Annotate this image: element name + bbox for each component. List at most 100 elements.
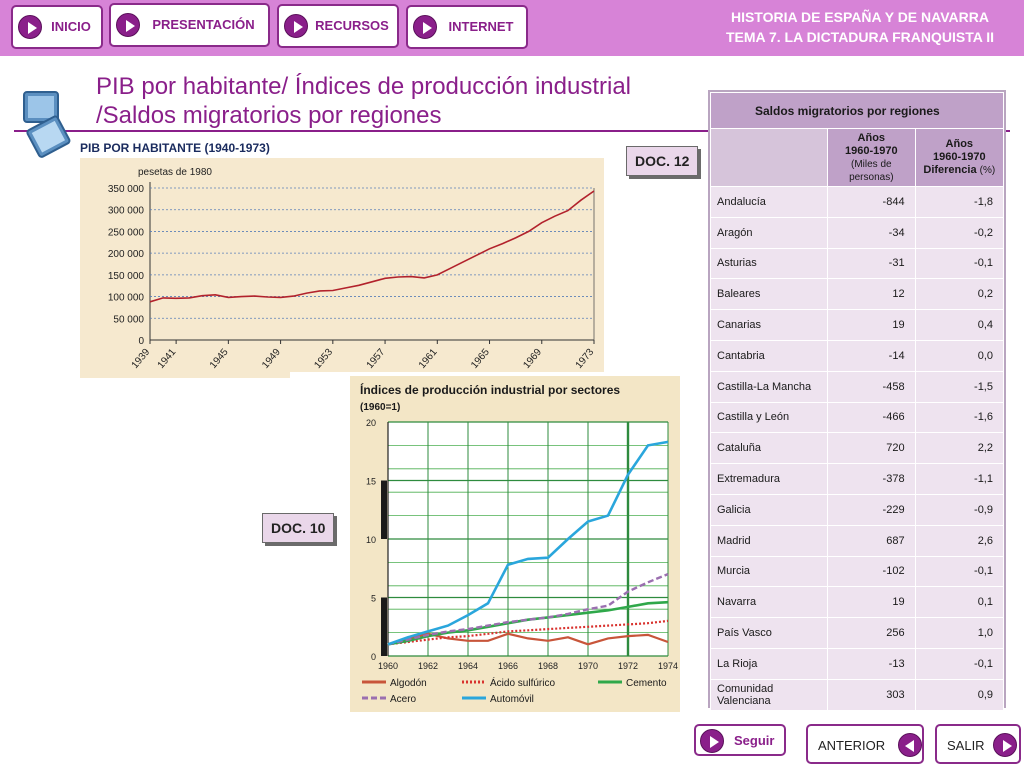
miles-cell: -844	[827, 186, 916, 218]
unit-title: TEMA 7. LA DICTADURA FRANQUISTA II	[725, 29, 994, 45]
seguir-label: Seguir	[734, 733, 775, 748]
miles-cell: -466	[827, 401, 916, 434]
table-row: Extremadura -378 -1,1	[709, 463, 1005, 495]
miles-cell: -14	[827, 339, 916, 372]
pib-y-tick-label: 0	[138, 336, 144, 347]
miles-cell: 12	[827, 278, 916, 311]
industrial-chart-title: Índices de producción industrial por sec…	[360, 382, 620, 397]
diferencia-cell: -1,5	[914, 370, 1005, 403]
pib-y-axis-label: pesetas de 1980	[138, 167, 212, 178]
region-header	[709, 128, 829, 187]
diferencia-header-unit: (%)	[979, 165, 996, 176]
industrial-chart-panel: Índices de producción industrial por sec…	[350, 376, 680, 712]
migration-table-panel: Saldos migratorios por regiones Años 196…	[708, 90, 1006, 711]
diferencia-header-line3: Diferencia	[923, 164, 977, 176]
industrial-x-tick-label: 1966	[498, 661, 518, 671]
industrial-x-tick-label: 1970	[578, 661, 598, 671]
table-row: Galicia -229 -0,9	[709, 493, 1005, 526]
nav-internet-button[interactable]: INTERNET	[406, 5, 528, 49]
diferencia-cell: 2,6	[914, 524, 1005, 557]
table-row: Comunidad Valenciana 303 0,9	[709, 678, 1005, 711]
diferencia-cell: -0,1	[914, 247, 1005, 280]
diferencia-cell: 1,0	[914, 617, 1005, 649]
nav-presentacion-button[interactable]: PRESENTACIÓN	[109, 3, 270, 47]
play-arrow-icon	[700, 729, 724, 753]
miles-header-line2: 1960-1970	[845, 144, 898, 157]
region-cell: País Vasco	[709, 617, 829, 649]
table-row: Castilla-La Mancha -458 -1,5	[709, 370, 1005, 403]
top-navigation-bar: INICIO PRESENTACIÓN RECURSOS INTERNET HI…	[0, 0, 1024, 56]
industrial-chart-subtitle: (1960=1)	[360, 402, 400, 413]
diferencia-cell: 0,0	[914, 339, 1005, 372]
anterior-label: ANTERIOR	[818, 738, 886, 753]
industrial-axis-band	[381, 597, 387, 656]
industrial-chart: Índices de producción industrial por sec…	[350, 376, 680, 712]
industrial-series-acido	[387, 619, 669, 646]
salir-button[interactable]: SALIR	[935, 724, 1021, 764]
miles-cell: -458	[827, 370, 916, 403]
industrial-series-automovil	[387, 440, 669, 646]
table-row: País Vasco 256 1,0	[709, 617, 1005, 649]
miles-cell: -229	[827, 493, 916, 526]
table-row: Baleares 12 0,2	[709, 278, 1005, 311]
region-cell: Extremadura	[709, 463, 829, 495]
pib-y-tick-label: 100 000	[108, 293, 145, 304]
industrial-y-tick-label: 10	[366, 535, 376, 545]
table-row: Murcia -102 -0,1	[709, 555, 1005, 588]
table-row: Navarra 19 0,1	[709, 586, 1005, 619]
region-cell: Cataluña	[709, 432, 829, 465]
industrial-y-tick-label: 0	[371, 652, 376, 662]
nav-internet-label: INTERNET	[448, 19, 514, 34]
table-row: Andalucía -844 -1,8	[709, 186, 1005, 218]
industrial-y-tick-label: 15	[366, 477, 376, 487]
table-row: Castilla y León -466 -1,6	[709, 401, 1005, 434]
diferencia-cell: 0,2	[914, 278, 1005, 311]
table-row: Cantabria -14 0,0	[709, 339, 1005, 372]
play-arrow-icon	[413, 15, 437, 39]
region-cell: Canarias	[709, 309, 829, 341]
miles-cell: 720	[827, 432, 916, 465]
industrial-x-tick-label: 1972	[618, 661, 638, 671]
seguir-button[interactable]: Seguir	[694, 724, 786, 756]
diferencia-cell: 0,9	[914, 678, 1005, 711]
diferencia-cell: 0,1	[914, 586, 1005, 619]
play-arrow-icon	[116, 13, 140, 37]
industrial-y-tick-label: 5	[371, 594, 376, 604]
diferencia-cell: 0,4	[914, 309, 1005, 341]
legend-label-acido: Ácido sulfúrico	[490, 676, 555, 689]
diferencia-cell: -0,9	[914, 493, 1005, 526]
nav-presentacion-label: PRESENTACIÓN	[152, 17, 255, 32]
nav-recursos-button[interactable]: RECURSOS	[277, 4, 399, 48]
region-cell: Galicia	[709, 493, 829, 526]
region-cell: Andalucía	[709, 186, 829, 218]
doc-12-label: DOC. 12	[626, 146, 699, 176]
table-row: Aragón -34 -0,2	[709, 216, 1005, 249]
industrial-x-tick-label: 1960	[378, 661, 398, 671]
miles-cell: -378	[827, 463, 916, 495]
miles-header: Años 1960-1970 (Miles de personas)	[827, 128, 916, 187]
region-cell: Asturias	[709, 247, 829, 280]
industrial-y-tick-label: 20	[366, 418, 376, 428]
diferencia-cell: -1,8	[914, 186, 1005, 218]
page-title-line1: PIB por habitante/ Índices de producción…	[96, 73, 631, 100]
miles-cell: -34	[827, 216, 916, 249]
page-title-line2: /Saldos migratorios por regiones	[96, 102, 442, 129]
table-row: Canarias 19 0,4	[709, 309, 1005, 341]
region-cell: Aragón	[709, 216, 829, 249]
course-header: HISTORIA DE ESPAÑA Y DE NAVARRA TEMA 7. …	[726, 7, 994, 47]
play-arrow-icon	[18, 15, 42, 39]
anterior-button[interactable]: ANTERIOR	[806, 724, 924, 764]
pib-chart-panel: PIB POR HABITANTE (1940-1973) pesetas de…	[80, 140, 604, 378]
industrial-x-tick-label: 1964	[458, 661, 478, 671]
pib-y-tick-label: 150 000	[108, 271, 145, 282]
migration-table-title: Saldos migratorios por regiones	[710, 92, 1004, 129]
back-arrow-icon	[898, 733, 922, 757]
miles-cell: 687	[827, 524, 916, 557]
region-cell: Comunidad Valenciana	[709, 678, 829, 711]
diferencia-cell: -0,2	[914, 216, 1005, 249]
table-row: Madrid 687 2,6	[709, 524, 1005, 557]
nav-inicio-button[interactable]: INICIO	[11, 5, 103, 49]
miles-header-line1: Años	[857, 131, 886, 144]
miles-cell: -102	[827, 555, 916, 588]
